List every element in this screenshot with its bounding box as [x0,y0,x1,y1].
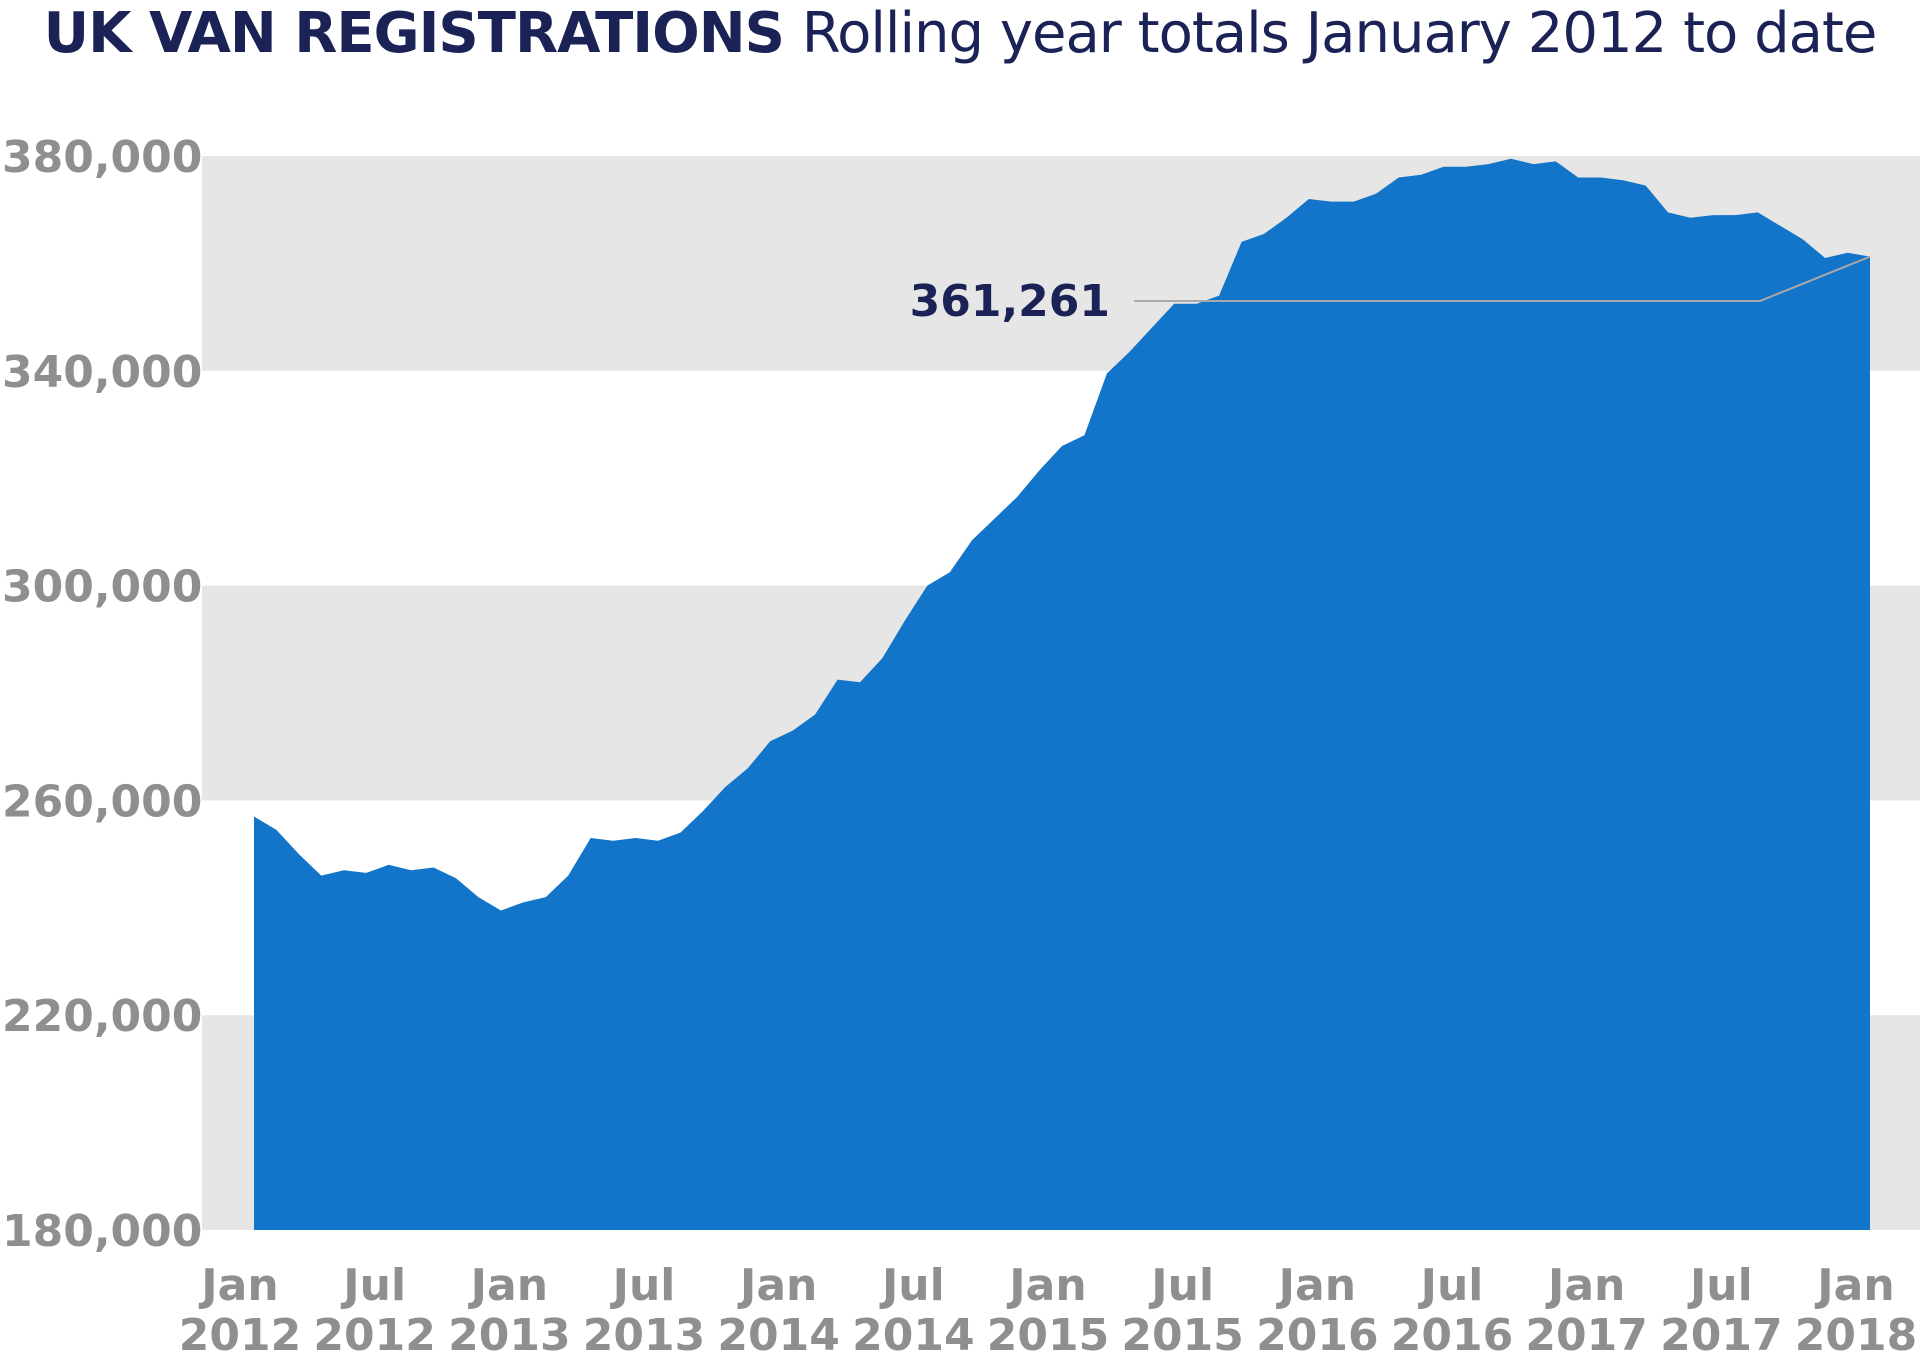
x-tick-label: Jul 2012 [313,1260,435,1361]
x-tick-label: Jan 2015 [987,1260,1109,1361]
x-tick-label: Jan 2016 [1256,1260,1378,1361]
x-tick-label: Jan 2018 [1795,1260,1917,1361]
y-axis: 380,000 340,000 300,000 260,000 220,000 180,0… [2,132,202,1257]
y-tick-label: 260,000 [2,776,202,827]
x-tick-label: Jan 2012 [179,1260,301,1361]
series-area [254,158,1870,1231]
x-tick-label: Jul 2014 [852,1260,974,1361]
chart-title: UK VAN REGISTRATIONS Rolling year totals… [0,2,1920,66]
y-tick-label: 180,000 [2,1206,202,1257]
x-tick-label: Jul 2017 [1660,1260,1782,1361]
chart-title-bold: UK VAN REGISTRATIONS [43,1,785,66]
callout-layer: 361,261 [910,255,1871,327]
callout-leader-line [1134,255,1871,302]
callout-label: 361,261 [910,276,1110,327]
area-layer [254,158,1870,1231]
x-tick-label: Jan 2013 [448,1260,570,1361]
y-tick-label: 220,000 [2,991,202,1042]
x-tick-label: Jan 2017 [1525,1260,1647,1361]
y-tick-label: 300,000 [2,562,202,613]
x-tick-label: Jul 2015 [1121,1260,1243,1361]
x-tick-label: Jul 2016 [1391,1260,1513,1361]
y-tick-label: 340,000 [2,347,202,398]
x-tick-label: Jan 2014 [717,1260,839,1361]
y-tick-label: 380,000 [2,132,202,183]
x-tick-label: Jul 2013 [583,1260,705,1361]
chart-title-subtitle: Rolling year totals January 2012 to date [801,1,1878,66]
